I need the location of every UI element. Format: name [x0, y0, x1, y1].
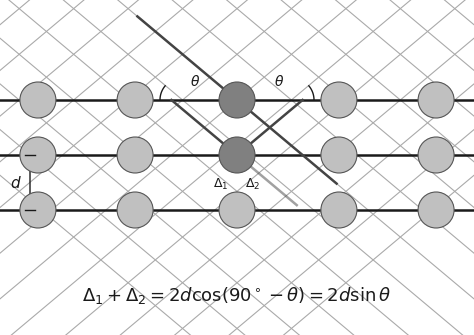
- Ellipse shape: [219, 82, 255, 118]
- Ellipse shape: [20, 137, 56, 173]
- Ellipse shape: [219, 137, 255, 173]
- Ellipse shape: [321, 82, 357, 118]
- Text: $\Delta_1$: $\Delta_1$: [213, 177, 228, 192]
- Text: $\Delta_2$: $\Delta_2$: [246, 177, 261, 192]
- Text: $\theta$: $\theta$: [274, 74, 284, 89]
- Ellipse shape: [418, 82, 454, 118]
- Ellipse shape: [418, 137, 454, 173]
- Ellipse shape: [418, 192, 454, 228]
- Ellipse shape: [20, 82, 56, 118]
- Ellipse shape: [321, 137, 357, 173]
- Text: $\Delta_1 + \Delta_2 = 2d\cos(90^\circ - \theta) = 2d\sin\theta$: $\Delta_1 + \Delta_2 = 2d\cos(90^\circ -…: [82, 284, 392, 306]
- Ellipse shape: [117, 192, 153, 228]
- Text: $d$: $d$: [10, 175, 22, 191]
- Ellipse shape: [219, 192, 255, 228]
- Text: $\theta$: $\theta$: [190, 74, 200, 89]
- Ellipse shape: [20, 192, 56, 228]
- Ellipse shape: [321, 192, 357, 228]
- Ellipse shape: [117, 137, 153, 173]
- Ellipse shape: [117, 82, 153, 118]
